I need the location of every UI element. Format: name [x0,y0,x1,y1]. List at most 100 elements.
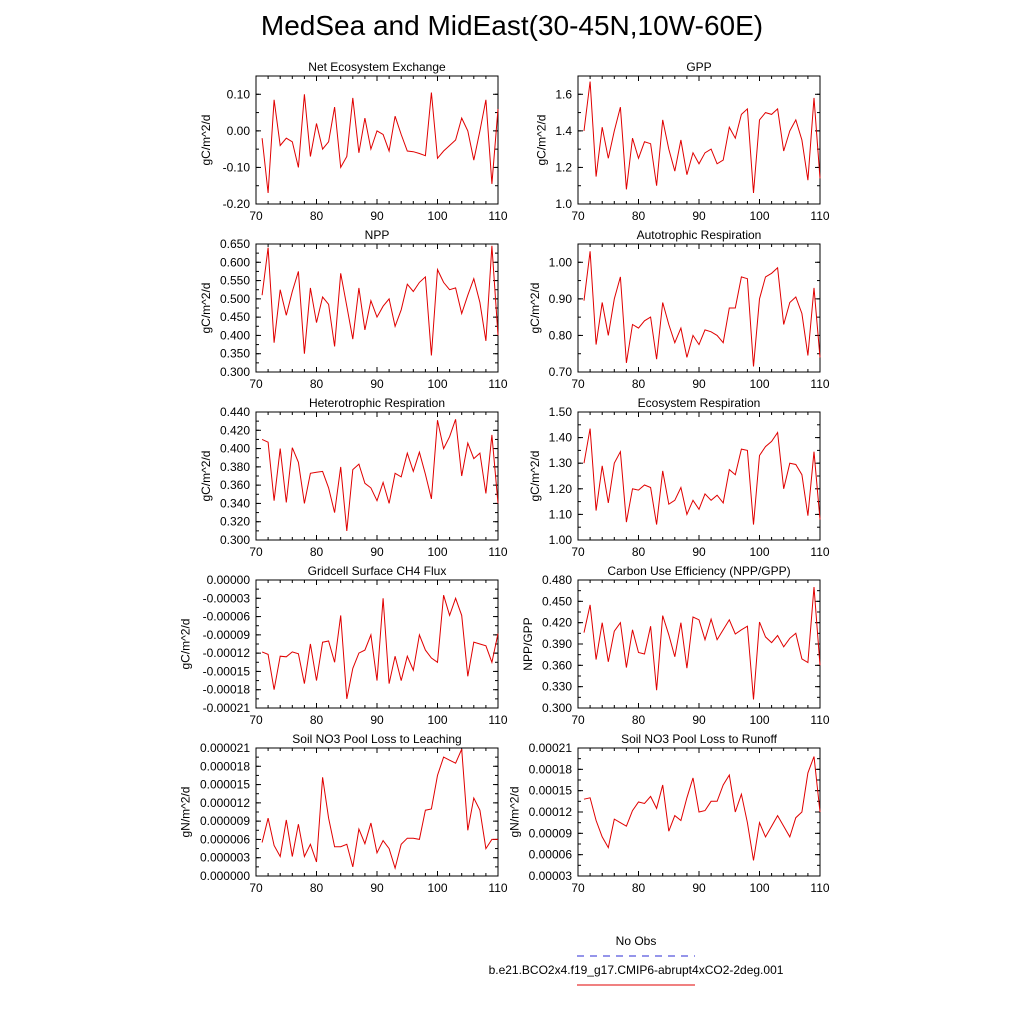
y-tick-label: 1.2 [555,160,572,174]
y-tick-label: 0.400 [220,328,250,342]
x-tick-label: 100 [749,545,769,559]
y-tick-label: 0.70 [549,365,573,379]
y-tick-label: 0.360 [220,478,250,492]
y-axis-label: gC/m^2/d [535,115,549,166]
y-axis-label: gC/m^2/d [199,283,213,334]
chart-title: Net Ecosystem Exchange [308,60,446,74]
chart-panel: NPP 0.300 0.350 0.400 0.450 0.500 0.550 0.600 0.… [199,228,508,391]
legend: No Obs b.e21.BCO2x4.f19_g17.CMIP6-abrupt4… [489,934,784,986]
y-tick-label: -0.10 [223,160,251,174]
series-line [583,251,821,367]
y-axis-label: gC/m^2/d [179,619,193,670]
x-tick-label: 70 [571,713,585,727]
chart-title: Ecosystem Respiration [638,396,761,410]
series-line [583,587,821,700]
x-tick-label: 80 [310,713,324,727]
x-tick-label: 90 [692,713,706,727]
y-axis-label: gN/m^2/d [507,787,521,838]
x-tick-label: 90 [692,881,706,895]
y-tick-label: 0.80 [549,328,573,342]
x-tick-label: 110 [810,377,829,391]
y-tick-label: 0.450 [220,310,250,324]
plot-frame [255,747,499,877]
y-tick-label: 0.000006 [200,832,250,846]
x-tick-label: 100 [749,377,769,391]
chart-panel: Gridcell Surface CH4 Flux -0.00021 -0.0001… [179,564,508,727]
y-axis-label: gC/m^2/d [528,451,542,502]
chart-panel: Heterotrophic Respiration 0.300 0.320 0.340… [199,396,508,559]
x-tick-label: 100 [427,209,447,223]
chart-title: Soil NO3 Pool Loss to Runoff [621,732,778,746]
y-tick-label: 0.000012 [200,796,250,810]
y-tick-label: 0.00006 [529,848,573,862]
x-tick-label: 110 [810,881,829,895]
y-axis-label: NPP/GPP [521,617,535,670]
chart-title: GPP [686,60,711,74]
chart-title: Soil NO3 Pool Loss to Leaching [292,732,461,746]
series-line [261,92,499,194]
y-tick-label: 1.0 [555,197,572,211]
x-tick-label: 110 [488,545,507,559]
y-axis-label: gN/m^2/d [179,787,193,838]
y-tick-label: 0.10 [227,87,251,101]
plot-frame [577,579,821,709]
x-tick-label: 90 [370,209,384,223]
series-line [261,245,499,356]
y-tick-label: 1.00 [549,533,573,547]
chart-title: NPP [365,228,390,242]
y-tick-label: 0.330 [542,680,572,694]
x-tick-label: 80 [632,881,646,895]
y-tick-label: -0.00009 [203,628,251,642]
x-tick-label: 70 [571,881,585,895]
plot-frame [577,243,821,373]
x-tick-label: 90 [692,545,706,559]
plot-frame [577,75,821,205]
y-axis-label: gC/m^2/d [199,115,213,166]
y-tick-label: -0.00012 [203,646,251,660]
y-axis-label: gC/m^2/d [199,451,213,502]
x-tick-label: 110 [810,545,829,559]
y-tick-label: 1.30 [549,456,573,470]
x-tick-label: 80 [310,545,324,559]
y-tick-label: 0.320 [220,515,250,529]
x-tick-label: 100 [749,713,769,727]
series-line [583,428,821,525]
y-tick-label: 0.000015 [200,778,250,792]
x-tick-label: 110 [810,209,829,223]
chart-panel: GPP 1.0 1.2 1.4 1.6 70 80 90 100 110 gC/m^2/d [535,60,830,223]
y-tick-label: 0.00000 [207,573,251,587]
y-tick-label: 0.340 [220,496,250,510]
y-tick-label: 1.40 [549,431,573,445]
y-tick-label: -0.00018 [203,683,251,697]
series-line [583,81,821,194]
x-tick-label: 100 [749,881,769,895]
y-tick-label: -0.00015 [203,664,251,678]
x-tick-label: 110 [810,713,829,727]
y-tick-label: 0.00015 [529,784,573,798]
x-tick-label: 90 [370,545,384,559]
y-tick-label: 0.400 [220,442,250,456]
x-tick-label: 70 [571,209,585,223]
x-tick-label: 90 [370,881,384,895]
y-tick-label: 0.550 [220,274,250,288]
y-tick-label: 0.480 [542,573,572,587]
x-tick-label: 70 [249,545,263,559]
x-tick-label: 110 [488,209,507,223]
y-tick-label: 1.6 [555,87,572,101]
x-tick-label: 90 [370,713,384,727]
x-tick-label: 110 [488,713,507,727]
x-tick-label: 100 [427,713,447,727]
y-tick-label: 1.00 [549,255,573,269]
x-tick-label: 90 [692,377,706,391]
x-tick-label: 70 [571,545,585,559]
y-tick-label: 1.10 [549,507,573,521]
x-tick-label: 70 [249,377,263,391]
chart-title: Autotrophic Respiration [637,228,762,242]
plot-frame [255,243,499,373]
legend-model-label: b.e21.BCO2x4.f19_g17.CMIP6-abrupt4xCO2-2… [489,963,784,977]
y-tick-label: 0.000021 [200,741,250,755]
x-tick-label: 80 [310,881,324,895]
chart-panel: Soil NO3 Pool Loss to Runoff 0.00003 0.000… [507,732,829,895]
y-tick-label: 0.390 [542,637,572,651]
y-tick-label: 0.300 [220,533,250,547]
